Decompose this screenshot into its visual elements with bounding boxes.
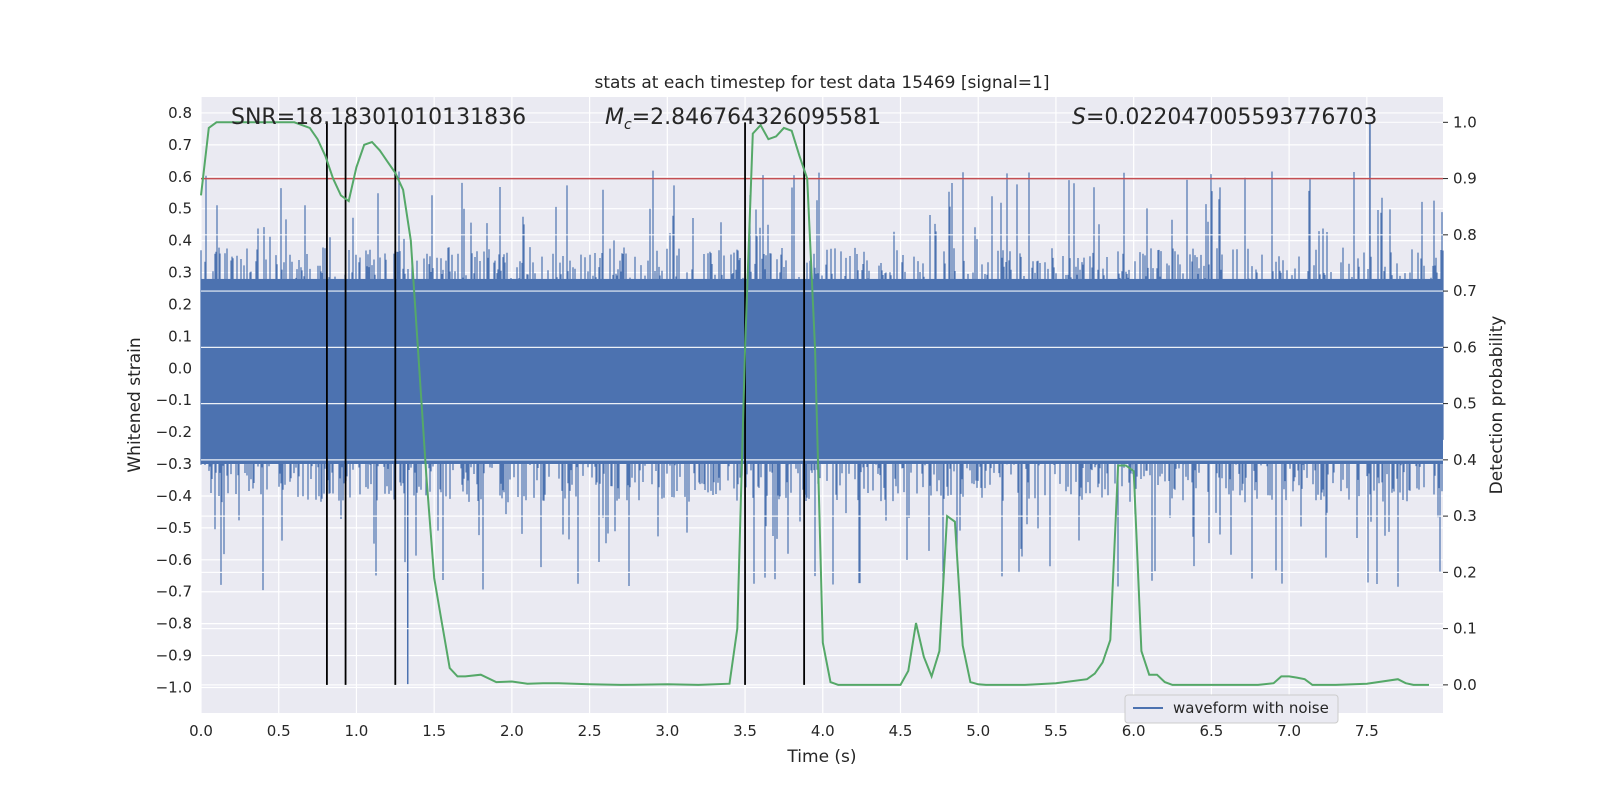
left-y-tick-label: −0.9 <box>156 647 192 665</box>
detection-probability-series <box>200 121 1429 686</box>
right-y-tick-label: 0.9 <box>1453 170 1477 188</box>
x-tick-label: 4.0 <box>811 722 835 740</box>
right-y-tick-label: 0.5 <box>1453 395 1477 413</box>
left-y-tick-label: −0.1 <box>156 391 192 409</box>
x-tick-label: 5.0 <box>966 722 990 740</box>
right-y-tick-label: 0.7 <box>1453 282 1477 300</box>
legend-box <box>1124 694 1339 724</box>
x-tick-label: 3.5 <box>733 722 757 740</box>
noise-core <box>201 278 1443 465</box>
x-tick-label: 3.0 <box>655 722 679 740</box>
right-y-tick-label: 0.6 <box>1453 338 1477 356</box>
left-y-tick-label: −0.3 <box>156 455 192 473</box>
x-tick-label: 6.5 <box>1199 722 1223 740</box>
right-y-tick-label: 0.8 <box>1453 226 1477 244</box>
left-y-tick-label: −0.5 <box>156 519 192 537</box>
left-y-tick-label: −1.0 <box>156 678 192 696</box>
left-y-tick-label: −0.2 <box>156 423 192 441</box>
right-y-tick-label: 1.0 <box>1453 113 1477 131</box>
x-axis-ticks: 0.0 0.5 1.0 1.5 2.0 2.5 3.0 3.5 4.0 4.5 5.0 5.5 6.0 6… <box>189 722 1379 740</box>
right-y-tick-label: 0.0 <box>1453 676 1477 694</box>
left-y-tick-label: 0.1 <box>168 327 192 345</box>
x-tick-label: 5.5 <box>1044 722 1068 740</box>
x-tick-label: 2.0 <box>500 722 524 740</box>
x-tick-label: 0.5 <box>267 722 291 740</box>
left-y-tick-label: 0.0 <box>168 359 192 377</box>
right-y-tick-label: 0.4 <box>1453 451 1477 469</box>
x-tick-label: 6.0 <box>1122 722 1146 740</box>
s-annotation: S=0.022047005593776703 <box>1072 105 1377 130</box>
left-y-axis-ticks: 0.8 0.7 0.6 0.5 0.4 0.3 0.2 0.1 0.0 −0.1 −0.2 −0.3 −… <box>156 104 192 697</box>
x-tick-label: 7.0 <box>1277 722 1301 740</box>
x-tick-label: 0.0 <box>189 722 213 740</box>
left-y-tick-label: 0.4 <box>168 232 192 250</box>
left-y-tick-label: −0.4 <box>156 487 192 505</box>
x-tick-label: 7.5 <box>1355 722 1379 740</box>
vertical-markers <box>326 122 806 685</box>
left-y-tick-label: 0.2 <box>168 295 192 313</box>
right-y-tick-label: 0.3 <box>1453 507 1477 525</box>
left-y-tick-label: 0.6 <box>168 168 192 186</box>
x-tick-label: 1.0 <box>345 722 369 740</box>
right-y-axis-label: Detection probability <box>1487 316 1507 495</box>
snr-annotation: SNR=18.18301010131836 <box>231 105 526 130</box>
x-tick-label: 4.5 <box>889 722 913 740</box>
right-y-axis-ticks: 0.0 0.1 0.2 0.3 0.4 0.5 0.6 0.7 0.8 0.9 1.0 <box>1443 113 1477 694</box>
left-y-tick-label: 0.3 <box>168 264 192 282</box>
left-y-tick-label: −0.7 <box>156 583 192 601</box>
legend-label-waveform: waveform with noise <box>1173 699 1329 717</box>
left-y-tick-label: 0.7 <box>168 136 192 154</box>
x-tick-label: 1.5 <box>422 722 446 740</box>
legend: waveform with noise <box>1124 694 1339 724</box>
chirp-mass-annotation: Mc=2.846764326095581 <box>605 105 881 133</box>
left-y-tick-label: −0.8 <box>156 615 192 633</box>
x-tick-label: 2.5 <box>578 722 602 740</box>
right-y-tick-label: 0.2 <box>1453 563 1477 581</box>
right-y-tick-label: 0.1 <box>1453 620 1477 638</box>
chart-title: stats at each timestep for test data 154… <box>595 73 1050 93</box>
left-y-tick-label: 0.5 <box>168 200 192 218</box>
x-axis-label: Time (s) <box>786 747 856 767</box>
left-y-axis-label: Whitened strain <box>125 337 145 472</box>
left-y-tick-label: −0.6 <box>156 551 192 569</box>
left-y-tick-label: 0.8 <box>168 104 192 122</box>
